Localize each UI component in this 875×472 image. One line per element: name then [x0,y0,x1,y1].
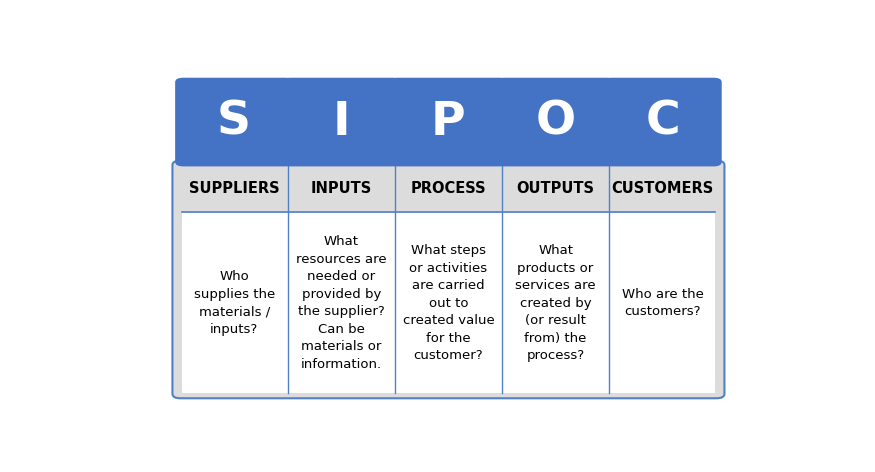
FancyBboxPatch shape [497,78,614,167]
Bar [182,213,715,393]
FancyBboxPatch shape [389,78,507,167]
FancyBboxPatch shape [604,78,722,167]
FancyBboxPatch shape [283,78,400,167]
Text: P: P [431,100,466,144]
Text: What
products or
services are
created by
(or result
from) the
process?: What products or services are created by… [515,244,596,362]
FancyBboxPatch shape [172,160,724,398]
Text: OUTPUTS: OUTPUTS [516,181,595,196]
Text: What
resources are
needed or
provided by
the supplier?
Can be
materials or
infor: What resources are needed or provided by… [296,236,387,371]
Text: Who
supplies the
materials /
inputs?: Who supplies the materials / inputs? [193,270,275,336]
Text: S: S [217,100,251,144]
Text: INPUTS: INPUTS [311,181,372,196]
Text: O: O [536,100,576,144]
Text: PROCESS: PROCESS [410,181,487,196]
Text: I: I [332,100,350,144]
FancyBboxPatch shape [175,78,293,167]
Text: Who are the
customers?: Who are the customers? [622,288,704,318]
Text: C: C [646,100,680,144]
Text: CUSTOMERS: CUSTOMERS [612,181,714,196]
Text: What steps
or activities
are carried
out to
created value
for the
customer?: What steps or activities are carried out… [402,244,494,362]
Text: SUPPLIERS: SUPPLIERS [189,181,279,196]
